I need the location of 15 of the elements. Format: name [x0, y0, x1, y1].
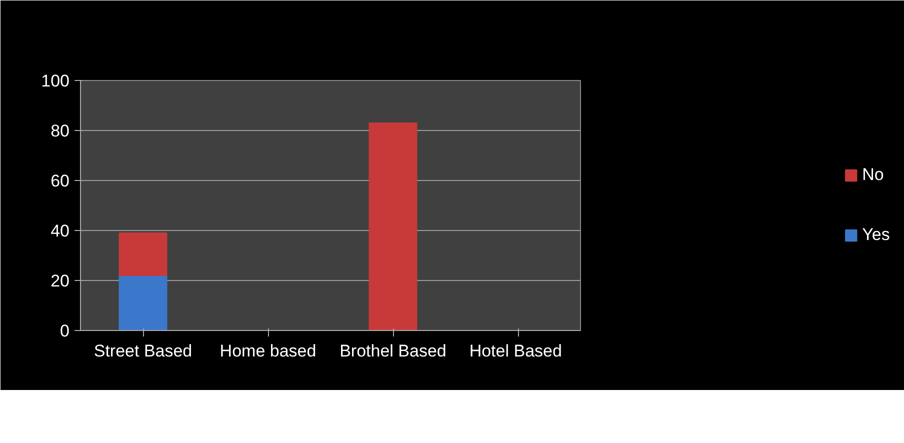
legend-label: Yes — [862, 224, 890, 246]
x-tick-label: Brothel Based — [340, 342, 446, 360]
y-tick-label: 40 — [50, 222, 70, 240]
y-tick-label: 0 — [60, 322, 70, 340]
legend-label: No — [862, 164, 884, 186]
y-tick-label: 20 — [50, 272, 70, 290]
x-tick-label: Home based — [220, 342, 316, 360]
bar — [118, 275, 168, 330]
y-tick-label: 100 — [41, 72, 70, 90]
y-tick-label: 60 — [50, 172, 70, 190]
x-tick-label: Street Based — [94, 342, 192, 360]
y-tick-label: 80 — [50, 122, 70, 140]
x-tick-label: Hotel Based — [469, 342, 562, 360]
bar — [118, 232, 168, 276]
bar — [368, 122, 418, 330]
